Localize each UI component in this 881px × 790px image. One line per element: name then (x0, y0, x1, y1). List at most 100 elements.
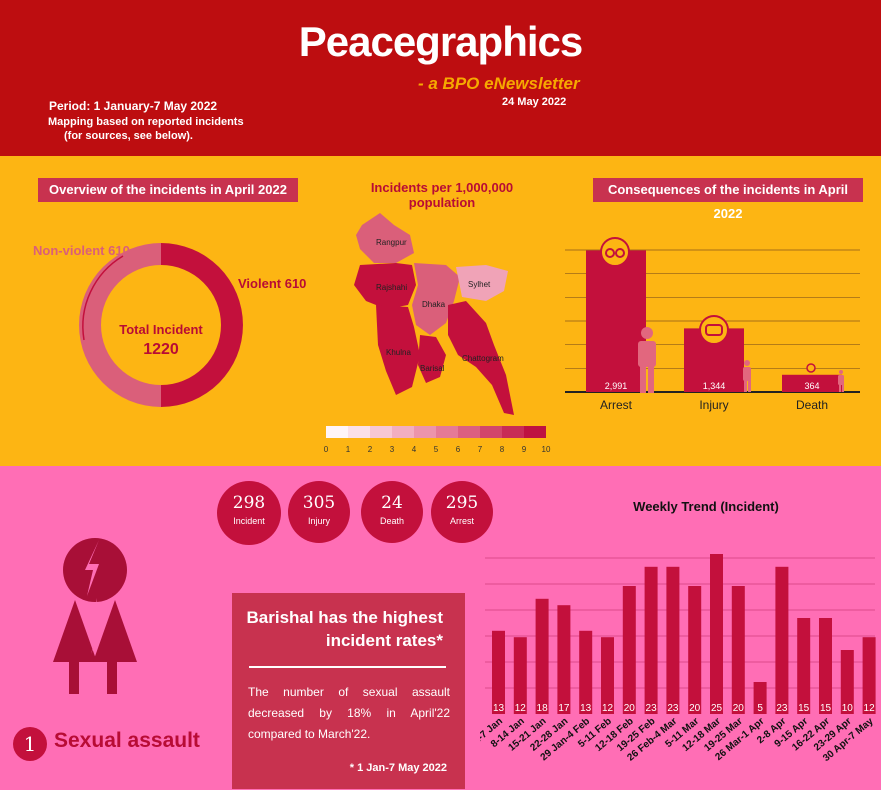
violent-label: Violent 610 (238, 276, 306, 291)
scale-tick-label: 9 (522, 445, 527, 454)
scale-swatch (480, 426, 502, 438)
map-label-chattogram: Chattogram (462, 354, 504, 363)
bandage-icon (699, 315, 729, 345)
scale-tick-label: 3 (390, 445, 395, 454)
map-region-rajshahi (354, 263, 416, 309)
weekly-value-label: 15 (798, 703, 810, 714)
map-region-khulna (376, 305, 420, 395)
donut-chart: Non-violent 610 Violent 610 Total Incide… (33, 243, 306, 407)
scale-swatch (414, 426, 436, 438)
scale-swatch (392, 426, 414, 438)
scale-swatch (524, 426, 546, 438)
newsletter-title: Peacegraphics (298, 18, 584, 65)
scale-swatch (326, 426, 348, 438)
scale-swatch (458, 426, 480, 438)
map-region-rangpur (356, 213, 414, 263)
consequence-category-label: Arrest (600, 398, 633, 412)
weekly-value-label: 5 (757, 703, 763, 714)
weekly-value-label: 18 (537, 703, 549, 714)
map-label-khulna: Khulna (386, 348, 411, 357)
weekly-value-label: 12 (864, 703, 876, 714)
scale-tick-label: 4 (412, 445, 417, 454)
weekly-bar (644, 566, 658, 714)
stat-arrest-value: 295 (445, 493, 479, 513)
weekly-value-label: 20 (689, 703, 701, 714)
weekly-bar (579, 630, 593, 714)
map-label-sylhet: Sylhet (468, 280, 491, 289)
weekly-bar (819, 618, 832, 714)
stat-injury-circle: 305 Injury (288, 481, 350, 543)
map-region-sylhet (456, 265, 508, 301)
consequences-title: Consequences of the incidents in April 2… (593, 178, 863, 221)
skull-icon (806, 363, 816, 373)
scale-tick-label: 8 (500, 445, 505, 454)
consequences-bar-chart: 2,991 Arrest 1,344 Injury 364 Death (565, 237, 860, 412)
weekly-value-label: 13 (580, 703, 592, 714)
stat-injury-value: 305 (302, 493, 336, 513)
weekly-bar (731, 586, 745, 714)
category-number-badge: 1 (13, 727, 47, 761)
scale-tick-label: 6 (456, 445, 461, 454)
stat-incident-circle: 298 Incident (217, 481, 281, 545)
consequence-category-label: Death (796, 398, 828, 412)
scale-swatch (502, 426, 524, 438)
consequence-category-label: Injury (699, 398, 728, 412)
weekly-value-label: 10 (842, 703, 854, 714)
weekly-value-label: 17 (558, 703, 570, 714)
weekly-bar (710, 554, 723, 714)
barishal-footnote: * 1 Jan-7 May 2022 (349, 762, 447, 774)
non-violent-label: Non-violent 610 (33, 243, 130, 258)
scale-tick-label: 10 (542, 445, 551, 454)
map-scale-legend: 0 1 2 3 4 5 6 7 8 9 10 (324, 426, 551, 454)
consequence-value-label: 2,991 (605, 381, 628, 391)
scale-swatch (370, 426, 392, 438)
scale-swatch (436, 426, 458, 438)
weekly-bar (622, 586, 636, 714)
donut-center-value: 1220 (143, 341, 179, 358)
consequence-bar (782, 374, 842, 392)
mapping-note: Mapping based on reported incidents (48, 116, 244, 128)
weekly-bar (688, 586, 702, 714)
scale-tick-label: 0 (324, 445, 329, 454)
barishal-heading-cont: incident rates* (325, 631, 443, 650)
bangladesh-map: Rangpur Rajshahi Dhaka Sylhet Khulna Bar… (354, 213, 514, 415)
stat-death-circle: 24 Death (361, 481, 423, 543)
weekly-bar (666, 566, 680, 714)
person-icon-small (743, 360, 751, 392)
scale-tick-label: 7 (478, 445, 483, 454)
weekly-bar (753, 682, 767, 714)
map-label-dhaka: Dhaka (422, 300, 446, 309)
weekly-bar (862, 637, 876, 714)
scale-tick-label: 2 (368, 445, 373, 454)
header-banner (0, 0, 881, 156)
weekly-trend-chart: 13 12 18 17 13 12 20 23 23 20 25 20 5 23 15 15 10 12 1-7 … (480, 554, 876, 764)
donut-slice-non-violent (79, 243, 161, 407)
donut-center-label: Total Incident (119, 322, 203, 337)
map-region-chattogram (448, 301, 514, 415)
stat-incident-value: 298 (232, 493, 266, 513)
stat-death-label: Death (379, 516, 405, 526)
person-icon-tiny (838, 370, 844, 392)
weekly-bar (535, 598, 549, 714)
barishal-heading: Barishal has the highest (246, 608, 444, 627)
map-label-rajshahi: Rajshahi (376, 283, 407, 292)
donut-slice-violent (161, 243, 243, 407)
period-text: Period: 1 January-7 May 2022 (49, 99, 218, 113)
callout-divider (249, 666, 446, 668)
weekly-value-label: 20 (733, 703, 745, 714)
weekly-value-label: 15 (820, 703, 832, 714)
weekly-bar (775, 566, 789, 714)
weekly-bar (513, 637, 527, 714)
consequence-value-label: 1,344 (703, 381, 726, 391)
weekly-bar (492, 630, 505, 714)
map-region-barisal (418, 335, 446, 383)
category-label: Sexual assault (54, 729, 200, 752)
consequence-value-label: 364 (804, 381, 819, 391)
weekly-chart-title: Weekly Trend (Incident) (633, 499, 779, 514)
weekly-bar (797, 618, 811, 714)
map-label-barisal: Barisal (420, 364, 445, 373)
sexual-assault-icon (53, 538, 137, 694)
weekly-value-label: 23 (776, 703, 788, 714)
scale-tick-label: 1 (346, 445, 351, 454)
handcuffs-icon (600, 237, 630, 267)
